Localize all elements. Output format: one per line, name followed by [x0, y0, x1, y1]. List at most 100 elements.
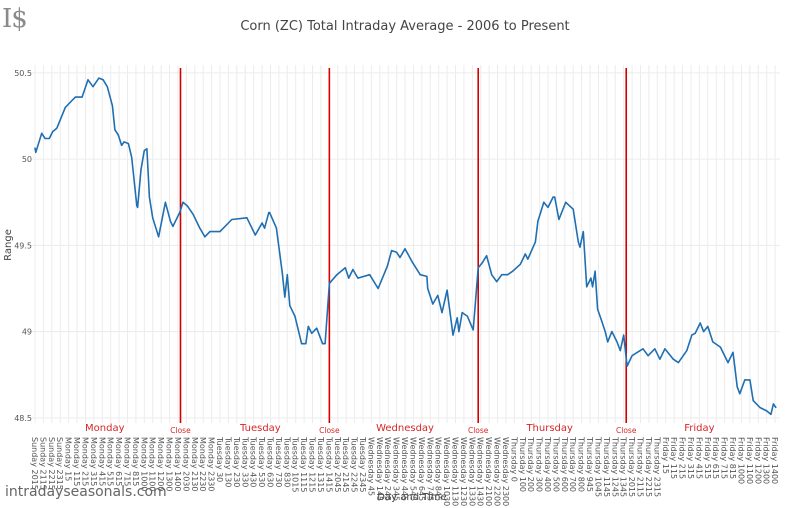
x-tick-label: Thursday 100 [518, 436, 527, 492]
data-point [412, 262, 414, 264]
data-point [92, 86, 94, 88]
data-point [519, 263, 521, 265]
chart-title: Corn (ZC) Total Intraday Average - 2006 … [240, 19, 569, 34]
data-point [458, 331, 460, 333]
data-point [677, 362, 679, 364]
data-point [158, 236, 160, 238]
data-point [390, 249, 393, 252]
x-tick-label: Tuesday 1015 [291, 436, 300, 492]
x-tick-label: Thursday 800 [577, 436, 586, 492]
data-point [699, 322, 701, 324]
data-point [324, 343, 326, 345]
data-point [419, 274, 421, 276]
x-tick-label: Wednesday 45 [366, 437, 375, 496]
data-point [659, 358, 661, 360]
data-point [616, 341, 618, 343]
data-point [486, 255, 488, 257]
data-point [456, 317, 458, 319]
data-point [554, 196, 556, 198]
data-point [736, 386, 738, 388]
data-point [702, 331, 705, 333]
x-tick-label: Friday 1300 [762, 437, 771, 484]
x-tick-label: Thursday 1145 [602, 436, 611, 497]
data-point [300, 343, 303, 345]
data-point [461, 312, 463, 314]
x-tick-label: Thursday 2215 [644, 436, 653, 497]
data-point [752, 399, 754, 402]
data-point [204, 236, 206, 238]
data-point [386, 265, 388, 267]
data-point [336, 274, 338, 276]
x-tick-label: Thursday 700 [568, 436, 577, 492]
data-point [582, 230, 584, 233]
data-point [192, 213, 194, 215]
data-point [623, 334, 625, 336]
day-annotation: Tuesday [239, 423, 281, 434]
close-label: Close [468, 426, 489, 435]
x-tick-label: Thursday 1045 [593, 436, 602, 497]
x-tick-label: Thursday 500 [551, 436, 560, 492]
x-tick-label: Tuesday 830 [282, 436, 291, 487]
data-point [328, 282, 330, 284]
data-point [466, 315, 468, 317]
data-point [496, 280, 498, 283]
data-point [437, 294, 439, 296]
x-tick-label: Tuesday 530 [257, 436, 266, 487]
data-point [759, 406, 761, 409]
data-point [269, 212, 271, 214]
data-point [316, 327, 318, 329]
data-point [707, 325, 709, 328]
data-point [586, 286, 588, 288]
data-point [148, 196, 150, 198]
x-tick-label: Sunday 2215 [47, 437, 56, 490]
x-tick-label: Tuesday 430 [249, 436, 258, 487]
data-point [642, 348, 644, 350]
x-tick-label: Monday 415 [97, 437, 106, 486]
x-tick-label: Friday 315 [686, 437, 695, 479]
x-tick-label: Tuesday 230 [232, 436, 241, 487]
data-point [732, 351, 734, 353]
data-point [775, 406, 777, 409]
data-point [231, 218, 233, 221]
data-point [647, 355, 649, 357]
x-tick-label: Wednesday 2200 [493, 437, 502, 506]
data-point [74, 96, 76, 98]
data-point [261, 222, 263, 224]
data-point [254, 234, 256, 236]
data-point [626, 365, 628, 367]
data-point [179, 212, 181, 214]
x-tick-label: Friday 15 [661, 437, 670, 474]
data-point [766, 410, 768, 412]
x-tick-label: Friday 215 [678, 437, 687, 479]
x-tick-label: Wednesday 145 [375, 437, 384, 501]
data-point [146, 148, 148, 150]
data-point [348, 277, 350, 279]
site-logo: I$ [2, 4, 28, 34]
data-point [44, 137, 46, 140]
data-point [152, 217, 154, 219]
data-point [41, 132, 43, 134]
x-tick-label: Tuesday 2045 [333, 436, 342, 492]
data-point [524, 253, 526, 255]
x-tick-label: Monday 1400 [173, 437, 182, 491]
data-point [117, 134, 119, 136]
data-point [427, 287, 429, 290]
data-point [289, 305, 291, 307]
data-point [543, 201, 545, 203]
data-point [472, 329, 474, 331]
data-point [404, 248, 406, 250]
data-point [396, 251, 398, 253]
data-point [607, 341, 609, 343]
x-tick-label: Thursday 0 [509, 436, 518, 482]
x-tick-label: Tuesday 2245 [350, 436, 359, 492]
data-point [219, 230, 221, 233]
data-point [744, 379, 746, 381]
data-point [286, 274, 288, 276]
y-tick-label: 48.5 [14, 414, 32, 423]
data-point [352, 268, 354, 271]
x-tick-label: Thursday 1245 [610, 436, 619, 497]
data-point [377, 287, 379, 290]
data-point [143, 149, 145, 152]
x-tick-label: Friday 115 [669, 437, 678, 479]
